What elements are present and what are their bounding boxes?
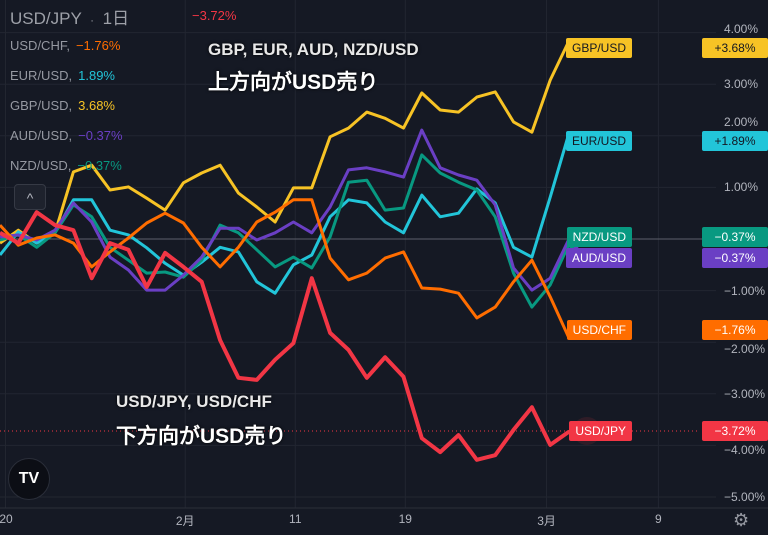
legend-item-audusd[interactable]: AUD/USD, −0.37% [10, 128, 123, 143]
y-tick-label: 1.00% [724, 180, 759, 195]
legend-name: USD/CHF, [10, 38, 70, 53]
collapse-legend-button[interactable]: ^ [14, 184, 46, 210]
interval-label[interactable]: 1日 [102, 9, 130, 28]
x-tick-label: 3月 [537, 514, 556, 528]
legend-name: AUD/USD, [10, 128, 73, 143]
y-tick-label: −2.00% [724, 342, 766, 356]
tag-name: USD/CHF [566, 320, 632, 340]
series-line-gbpusd [0, 40, 588, 245]
legend-item-gbpusd[interactable]: GBP/USD, 3.68% [10, 98, 115, 113]
tag-name: EUR/USD [565, 131, 632, 151]
tag-value: −0.37% [702, 248, 768, 268]
x-tick-label: 20 [0, 512, 13, 526]
tag-name: USD/JPY [569, 421, 632, 441]
logo-icon: TV [18, 470, 40, 487]
y-tick-label: −1.00% [724, 283, 766, 298]
legend-item-nzdusd[interactable]: NZD/USD, −0.37% [10, 158, 122, 173]
y-tick-label: 2.00% [724, 115, 759, 129]
legend-value: −0.37% [77, 158, 122, 173]
tag-name: AUD/USD [565, 248, 632, 268]
legend-item-usdchf[interactable]: USD/CHF, −1.76% [10, 38, 120, 53]
x-tick-label: 11 [289, 512, 302, 526]
annotation-up-pairs: GBP, EUR, AUD, NZD/USD [208, 40, 419, 59]
main-symbol-change: −3.72% [192, 8, 237, 23]
gear-icon[interactable]: ⚙ [733, 510, 750, 530]
legend-name: EUR/USD, [10, 68, 73, 83]
x-tick-label: 9 [655, 512, 662, 526]
tag-value: −3.72% [702, 421, 768, 441]
tradingview-logo[interactable]: TV [8, 458, 50, 500]
legend-value: 3.68% [78, 98, 115, 113]
tag-value: +3.68% [702, 38, 768, 58]
annotation-down-pairs: USD/JPY, USD/CHF [116, 392, 272, 411]
legend-name: GBP/USD, [10, 98, 73, 113]
series-line-usdjpy [0, 210, 588, 462]
symbol-label[interactable]: USD/JPY [10, 9, 82, 28]
legend-item-eurusd[interactable]: EUR/USD, 1.89% [10, 68, 115, 83]
y-tick-label: −5.00% [724, 490, 766, 504]
legend-name: NZD/USD, [10, 158, 72, 173]
y-tick-label: −3.00% [724, 386, 766, 401]
series-line-nzdusd [0, 153, 588, 309]
tag-value: +1.89% [702, 131, 768, 151]
y-tick-label: −4.00% [724, 443, 766, 457]
series-line-audusd [0, 128, 588, 292]
legend-value: −0.37% [78, 128, 123, 143]
tag-value: −1.76% [702, 320, 768, 340]
x-tick-label: 2月 [175, 514, 195, 528]
tag-name: NZD/USD [566, 227, 632, 247]
tag-value: −0.37% [702, 227, 768, 247]
chevron-up-icon: ^ [26, 190, 34, 206]
y-tick-label: 3.00% [724, 77, 759, 92]
legend-value: 1.89% [78, 68, 115, 83]
annotation-down-text: 下方向がUSD売り [116, 425, 287, 448]
separator: · [90, 15, 94, 27]
series-line-usdchf [0, 198, 588, 339]
legend-value: −1.76% [75, 38, 121, 53]
chart-header: USD/JPY · 1日 [10, 4, 129, 29]
y-tick-label: 4.00% [724, 22, 759, 36]
annotation-up-text: 上方向がUSD売り [208, 71, 379, 94]
x-tick-label: 19 [398, 512, 412, 526]
tag-name: GBP/USD [565, 38, 632, 58]
